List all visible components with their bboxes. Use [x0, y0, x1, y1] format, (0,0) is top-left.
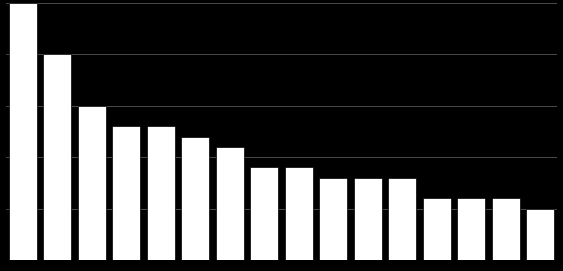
Bar [526, 209, 554, 260]
Bar [43, 54, 72, 260]
Bar [319, 178, 347, 260]
Bar [285, 167, 313, 260]
Bar [78, 106, 106, 260]
Bar [423, 198, 451, 260]
Bar [9, 3, 37, 260]
Bar [147, 126, 175, 260]
Bar [216, 147, 244, 260]
Bar [181, 137, 209, 260]
Bar [250, 167, 278, 260]
Bar [112, 126, 140, 260]
Bar [354, 178, 382, 260]
Bar [491, 198, 520, 260]
Bar [457, 198, 485, 260]
Bar [388, 178, 416, 260]
